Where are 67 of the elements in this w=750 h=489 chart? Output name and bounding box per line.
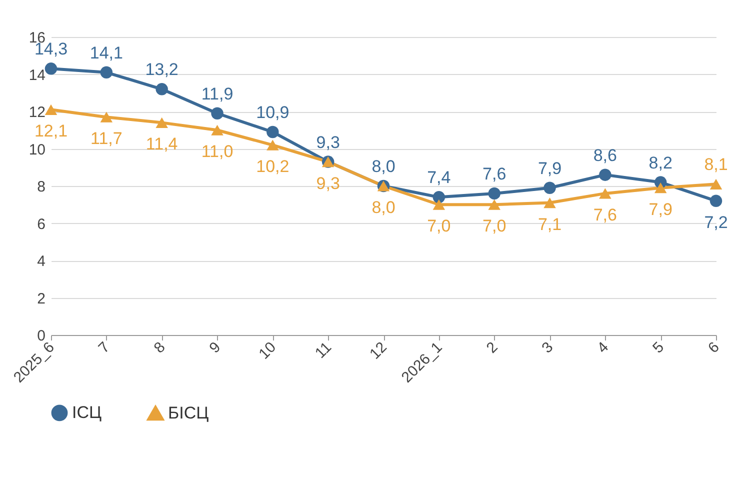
data-label: 8,0 [372, 198, 396, 217]
data-label: 10,9 [256, 102, 290, 122]
point [44, 104, 58, 115]
y-tick-label: 8 [37, 178, 46, 196]
y-tick-label: 12 [28, 104, 46, 121]
x-tick-label: 12 [366, 338, 390, 363]
point [100, 66, 113, 78]
data-label: 10,2 [256, 157, 290, 176]
data-label: 7,6 [482, 164, 506, 184]
data-label: 7,9 [538, 158, 562, 178]
y-tick-label: 4 [37, 253, 46, 270]
data-label: 9,3 [316, 174, 340, 193]
point [654, 182, 667, 194]
data-label: 8,1 [704, 155, 728, 174]
point [710, 194, 722, 208]
point [266, 126, 279, 138]
x-tick-label: 3 [538, 338, 557, 357]
data-label: 11,0 [201, 142, 234, 162]
point [599, 168, 612, 181]
point [432, 191, 446, 204]
point [544, 182, 556, 194]
data-label: 7,0 [482, 216, 506, 236]
data-label: 7,6 [593, 205, 617, 224]
y-tick-label: 0 [37, 328, 46, 344]
data-label: 11,7 [90, 129, 122, 148]
point [488, 199, 500, 210]
point [211, 124, 224, 136]
x-tick-label: 10 [256, 338, 280, 363]
x-tick-label: 5 [650, 338, 668, 357]
y-tick-label: 6 [37, 216, 46, 233]
legend-label: ІСЦ [72, 402, 102, 422]
point [100, 112, 113, 122]
data-label: 7,4 [427, 168, 451, 188]
legend-label: БІСЦ [168, 403, 210, 422]
y-tick-label: 10 [28, 141, 46, 158]
x-tick-label: 2 [483, 338, 502, 357]
data-label: 11,9 [201, 84, 234, 104]
point [599, 188, 612, 199]
y-tick-label: 2 [37, 290, 46, 308]
point [432, 199, 446, 210]
x-tick-label: 6 [704, 338, 723, 357]
point [266, 140, 279, 150]
x-tick-label: 4 [594, 338, 612, 357]
point [544, 197, 556, 208]
point [156, 117, 168, 128]
point [44, 62, 58, 75]
data-label: 14,1 [90, 43, 123, 62]
point [488, 187, 500, 200]
x-tick-label: 9 [206, 338, 224, 357]
data-label: 8,2 [648, 153, 672, 172]
data-label: 13,2 [145, 60, 178, 80]
data-label: 7,0 [427, 216, 451, 236]
point [156, 83, 168, 96]
x-tick-label: 11 [312, 338, 335, 362]
point [211, 107, 224, 120]
data-label: 8,0 [372, 157, 396, 176]
y-tick-label: 14 [28, 66, 46, 84]
data-label: 7,1 [538, 214, 562, 234]
data-label: 11,4 [146, 134, 178, 154]
x-tick-label: 8 [150, 338, 169, 357]
x-tick-label: 7 [95, 338, 114, 357]
data-label: 9,3 [316, 132, 340, 152]
data-label: 12,1 [34, 122, 68, 141]
data-label: 8,6 [593, 146, 617, 165]
data-label: 7,2 [704, 212, 728, 232]
data-label: 7,9 [648, 200, 672, 219]
point [710, 178, 722, 190]
